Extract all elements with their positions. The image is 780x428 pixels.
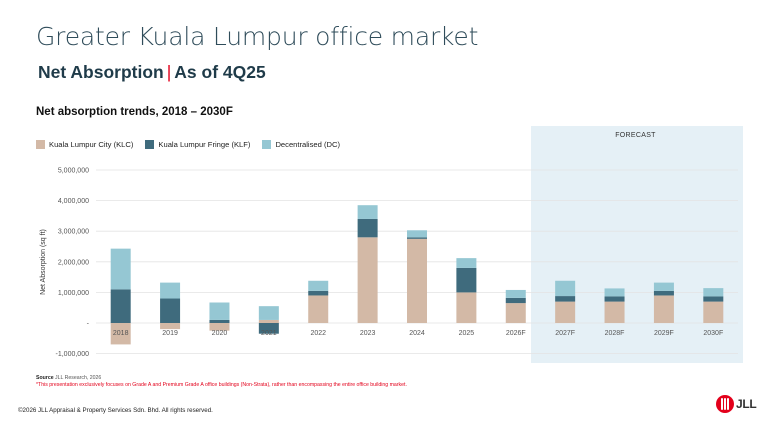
bar-klf-2020 (209, 319, 230, 323)
bar-dc-2021 (258, 306, 279, 320)
y-tick-label: -1,000,000 (56, 351, 90, 358)
slide-title: Greater Kuala Lumpur office market (36, 22, 479, 51)
x-tick-label: 2024 (409, 330, 425, 337)
chart-title: Net absorption trends, 2018 – 2030F (36, 106, 233, 118)
bar-dc-2023 (357, 205, 378, 219)
bar-klf-2030F (703, 296, 724, 302)
bar-klc-2024 (407, 238, 427, 323)
jll-logo-text: JLL (736, 397, 757, 411)
x-tick-label: 2018 (113, 330, 129, 337)
y-tick-label: 4,000,000 (58, 198, 89, 205)
forecast-label: FORECAST (615, 132, 656, 139)
bar-klf-2022 (308, 290, 329, 296)
legend-swatch-klc (36, 140, 45, 149)
legend-item-klc: Kuala Lumpur City (KLC) (36, 140, 133, 149)
bar-klf-2029F (653, 290, 674, 296)
bar-klf-2021 (258, 323, 279, 334)
bar-klc-2020 (209, 323, 230, 331)
x-tick-label: 2028F (605, 330, 625, 337)
bar-klf-2023 (357, 218, 378, 238)
x-tick-label: 2029F (654, 330, 674, 337)
y-tick-label: 3,000,000 (58, 229, 89, 236)
bar-dc-2020 (209, 302, 230, 320)
bar-dc-2024 (407, 230, 427, 238)
x-tick-label: 2025 (459, 330, 475, 337)
jll-logo-icon (716, 395, 734, 413)
bar-klf-2028F (604, 296, 625, 302)
bar-klf-2027F (555, 296, 576, 302)
legend-label-dc: Decentralised (DC) (275, 140, 341, 149)
legend-label-klc: Kuala Lumpur City (KLC) (49, 140, 134, 149)
subtitle-main: Net Absorption (38, 62, 164, 82)
bar-klc-2028F (604, 301, 625, 323)
bar-klf-2024 (407, 237, 427, 239)
x-tick-label: 2030F (703, 330, 723, 337)
legend-swatch-klf (145, 140, 155, 149)
legend-swatch-dc (262, 140, 272, 149)
bar-dc-2025 (456, 258, 477, 268)
bar-klc-2018 (110, 323, 131, 345)
legend-label-klf: Kuala Lumpur Fringe (KLF) (158, 140, 251, 149)
bar-dc-2030F (703, 288, 724, 297)
x-tick-label: 2023 (360, 330, 376, 337)
forecast-region (531, 126, 743, 363)
jll-logo: JLL (716, 395, 757, 413)
x-tick-label: 2022 (310, 330, 326, 337)
x-tick-label: 2027F (555, 330, 575, 337)
x-tick-label: 2020 (212, 330, 228, 337)
bar-dc-2022 (308, 280, 329, 291)
bar-dc-2026F (505, 289, 526, 298)
y-tick-label: - (87, 321, 90, 328)
legend-item-klf: Kuala Lumpur Fringe (KLF) (145, 140, 250, 149)
copyright: ©2026 JLL Appraisal & Property Services … (18, 407, 213, 414)
bar-klc-2026F (505, 303, 526, 323)
source-note: Source JLL Research, 2026 (36, 375, 101, 381)
x-tick-label: 2026F (506, 330, 526, 337)
source-prefix: Source (36, 375, 54, 381)
bar-dc-2029F (653, 282, 674, 291)
bar-klc-2030F (703, 301, 724, 323)
bar-dc-2018 (110, 248, 131, 290)
bar-klc-2022 (308, 295, 329, 323)
bar-klc-2025 (456, 292, 477, 323)
bar-dc-2027F (555, 280, 576, 297)
subtitle-separator: | (166, 62, 172, 82)
x-tick-label: 2021 (261, 330, 277, 337)
bar-klf-2018 (110, 289, 131, 323)
source-text: JLL Research, 2026 (55, 375, 102, 381)
bar-klc-2023 (357, 237, 378, 323)
y-axis-title: Net Absorption (sq ft) (40, 229, 47, 295)
chart-legend: Kuala Lumpur City (KLC) Kuala Lumpur Fri… (36, 140, 340, 149)
y-tick-label: 2,000,000 (58, 259, 89, 266)
bar-klf-2026F (505, 297, 526, 304)
bar-dc-2028F (604, 288, 625, 297)
legend-item-dc: Decentralised (DC) (262, 140, 340, 149)
y-tick-label: 1,000,000 (58, 290, 89, 297)
bar-dc-2019 (160, 282, 181, 299)
bar-klf-2019 (160, 298, 181, 323)
y-tick-label: 5,000,000 (58, 168, 89, 175)
bar-klc-2029F (653, 295, 674, 323)
bar-klc-2021 (258, 319, 279, 323)
slide-subtitle: Net Absorption | As of 4Q25 (38, 62, 266, 83)
bar-klf-2025 (456, 267, 477, 293)
bar-klc-2019 (160, 323, 181, 330)
subtitle-period: As of 4Q25 (174, 62, 266, 82)
footnote: *This presentation exclusively focuses o… (36, 382, 407, 388)
x-tick-label: 2019 (162, 330, 178, 337)
bar-klc-2027F (555, 301, 576, 323)
